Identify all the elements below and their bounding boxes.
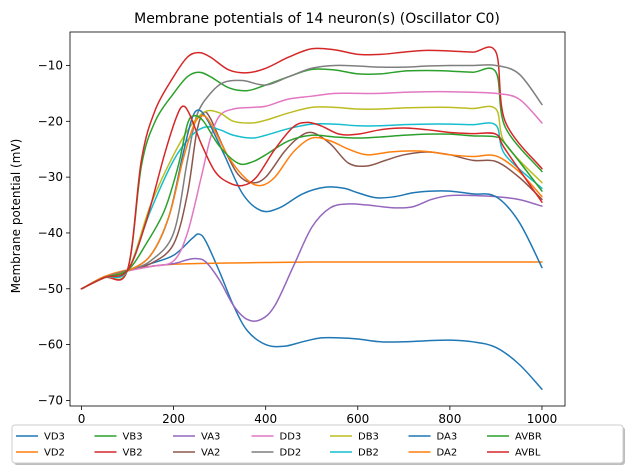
legend-label: VA3 bbox=[201, 432, 220, 443]
series-line-avbr bbox=[80, 114, 543, 290]
series-line-va3 bbox=[80, 194, 543, 322]
legend-label: AVBR bbox=[515, 432, 542, 443]
legend: VD3 VD2 VB3 VB2 VA3 VA2 DD3 DD2 DB3 DB2 DA3 DA2 AVBR… bbox=[11, 424, 625, 465]
x-axis-ticks: 0 200 400 600 800 1000 bbox=[78, 406, 558, 426]
legend-box bbox=[11, 424, 624, 464]
x-tick-label: 0 bbox=[78, 412, 86, 426]
series-line-dd3 bbox=[80, 90, 543, 290]
series-line-da2 bbox=[80, 114, 543, 290]
x-tick-label: 600 bbox=[346, 412, 369, 426]
series-line-db2 bbox=[80, 122, 543, 290]
series-line-vb2 bbox=[80, 46, 543, 290]
y-tick-label: −10 bbox=[38, 58, 63, 72]
legend-label: VB3 bbox=[123, 432, 143, 443]
y-axis-label: Membrane potential (mV) bbox=[9, 139, 23, 294]
series-line-dd2 bbox=[80, 64, 543, 290]
legend-label: DB3 bbox=[358, 432, 379, 443]
legend-label: VA2 bbox=[201, 448, 220, 459]
legend-label: DA3 bbox=[437, 432, 458, 443]
series-line-avbl bbox=[80, 105, 543, 290]
y-tick-label: −40 bbox=[38, 226, 63, 240]
legend-label: VB2 bbox=[123, 448, 143, 459]
x-tick-label: 400 bbox=[254, 412, 277, 426]
y-tick-label: −60 bbox=[38, 338, 63, 352]
legend-label: VD3 bbox=[44, 432, 65, 443]
plot-lines bbox=[80, 46, 543, 390]
x-tick-label: 800 bbox=[438, 412, 461, 426]
x-tick-label: 200 bbox=[162, 412, 185, 426]
x-tick-label: 1000 bbox=[527, 412, 558, 426]
y-tick-label: −30 bbox=[38, 170, 63, 184]
plot-frame bbox=[69, 31, 566, 407]
y-tick-label: −20 bbox=[38, 114, 63, 128]
y-axis-ticks: −70 −60 −50 −40 −30 −20 −10 bbox=[38, 58, 70, 407]
legend-label: DA2 bbox=[437, 448, 458, 459]
legend-label: DB2 bbox=[358, 448, 379, 459]
series-line-db3 bbox=[80, 105, 543, 290]
series-line-vd3 bbox=[80, 233, 543, 390]
legend-label: AVBL bbox=[515, 448, 541, 459]
y-tick-label: −50 bbox=[38, 282, 63, 296]
y-tick-label: −70 bbox=[38, 393, 63, 407]
legend-label: DD2 bbox=[280, 448, 302, 459]
legend-label: VD2 bbox=[44, 448, 65, 459]
series-line-vb3 bbox=[80, 67, 543, 290]
legend-label: DD3 bbox=[280, 432, 302, 443]
chart-title: Membrane potentials of 14 neuron(s) (Osc… bbox=[134, 11, 500, 27]
